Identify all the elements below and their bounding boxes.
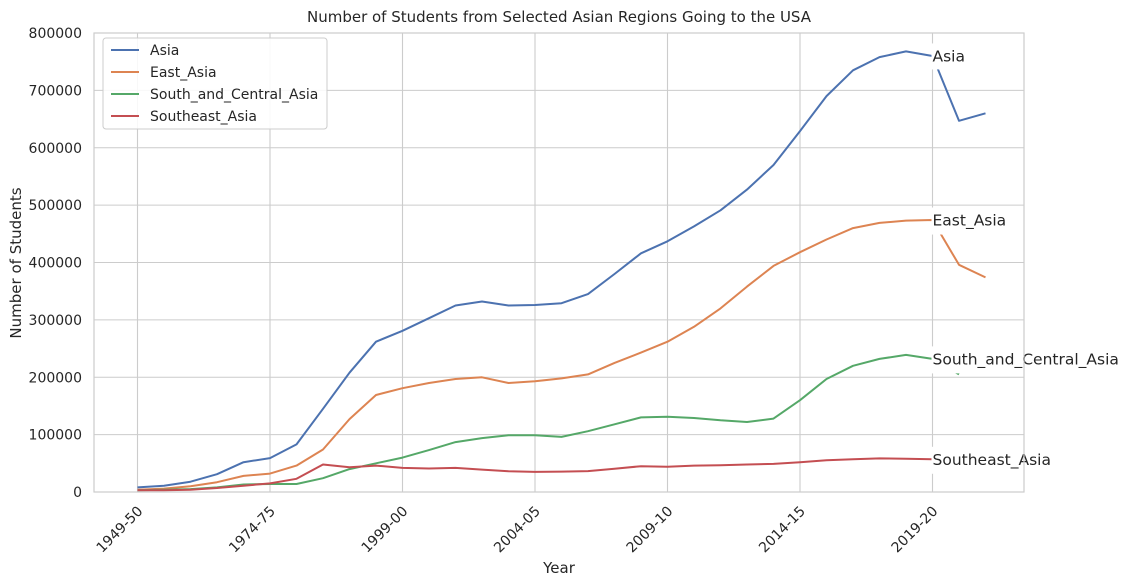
plot-frame xyxy=(93,32,1025,493)
line-end-annotations: Asia East_Asia South_and_Central_Asia South… xyxy=(931,43,1120,474)
annotation-asia: Asia xyxy=(931,43,966,70)
x-axis-label: Year xyxy=(542,559,576,577)
series-line-asia xyxy=(137,50,986,489)
y-tick-label: 300000 xyxy=(29,313,82,329)
x-tick-label: 2009-10 xyxy=(624,504,677,557)
y-tick-label: 600000 xyxy=(29,141,82,157)
x-tick-label: 2004-05 xyxy=(491,504,544,557)
annotation-text: East_Asia xyxy=(933,212,1007,231)
y-tick-label: 700000 xyxy=(29,83,82,99)
y-tick-label: 800000 xyxy=(29,26,82,42)
x-tick-label: 2019-20 xyxy=(889,504,942,557)
y-tick-label: 0 xyxy=(73,485,82,501)
series-line-southeast-asia xyxy=(137,457,933,492)
annotation-text: South_and_Central_Asia xyxy=(933,350,1119,369)
y-tick-label: 100000 xyxy=(29,428,82,444)
legend-label: South_and_Central_Asia xyxy=(150,87,318,103)
y-axis-ticks: 0 100000 200000 300000 400000 500000 600000 700… xyxy=(29,26,82,501)
annotation-east-asia: East_Asia xyxy=(931,207,1008,235)
series-line-east-asia xyxy=(137,219,986,491)
annotation-text: Asia xyxy=(933,47,965,65)
x-tick-label: 1999-00 xyxy=(359,504,412,557)
x-axis-ticks: 1949-50 1974-75 1999-00 2004-05 2009-10 2014-… xyxy=(94,504,942,557)
y-axis-label: Number of Students xyxy=(7,187,25,338)
legend-label: Asia xyxy=(150,43,179,59)
y-tick-label: 200000 xyxy=(29,370,82,386)
legend-label: Southeast_Asia xyxy=(150,109,257,125)
annotation-background xyxy=(931,446,1052,474)
annotation-background xyxy=(931,346,1120,374)
y-tick-label: 400000 xyxy=(29,256,82,272)
annotation-south-and-central-asia: South_and_Central_Asia xyxy=(931,346,1120,374)
annotation-text: Southeast_Asia xyxy=(933,451,1051,470)
annotation-background xyxy=(931,43,966,70)
annotation-southeast-asia: Southeast_Asia xyxy=(931,446,1052,474)
x-tick-label: 2014-15 xyxy=(756,504,809,557)
x-tick-label: 1949-50 xyxy=(94,504,147,557)
series-line-south-and-central-asia xyxy=(137,353,960,492)
annotation-background xyxy=(931,207,1008,235)
chart-title: Number of Students from Selected Asian R… xyxy=(307,8,812,26)
x-tick-label: 1974-75 xyxy=(226,504,279,557)
series-lines xyxy=(137,50,986,492)
legend: Asia East_Asia South_and_Central_Asia South… xyxy=(102,37,328,130)
y-tick-label: 500000 xyxy=(29,198,82,214)
legend-box xyxy=(102,37,328,130)
legend-label: East_Asia xyxy=(150,65,217,81)
